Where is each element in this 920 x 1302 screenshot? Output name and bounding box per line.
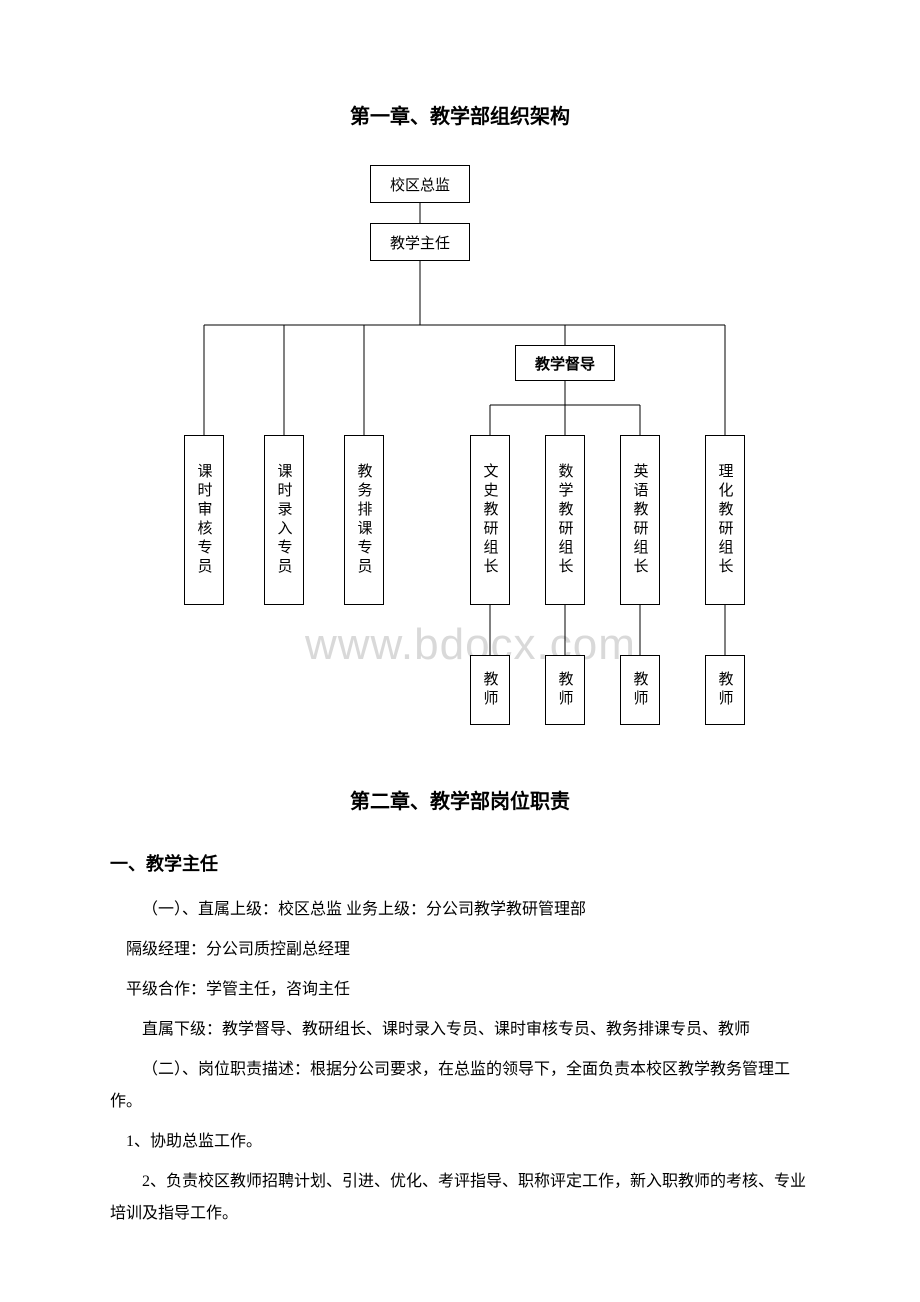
node-teacher-4: 教师 (705, 655, 745, 725)
node-entry-specialist: 课时录入专员 (264, 435, 304, 605)
para-2: 隔级经理：分公司质控副总经理 (110, 934, 810, 966)
para-6: 1、协助总监工作。 (110, 1126, 810, 1158)
node-teacher-2: 教师 (545, 655, 585, 725)
node-scheduling-specialist: 教务排课专员 (344, 435, 384, 605)
node-teaching-director: 教学主任 (370, 223, 470, 261)
node-group-math: 数学教研组长 (545, 435, 585, 605)
node-group-science: 理化教研组长 (705, 435, 745, 605)
para-3: 平级合作：学管主任，咨询主任 (110, 974, 810, 1006)
chapter2-title: 第二章、教学部岗位职责 (110, 785, 810, 814)
node-teacher-3: 教师 (620, 655, 660, 725)
node-group-english: 英语教研组长 (620, 435, 660, 605)
para-4: 直属下级：教学督导、教研组长、课时录入专员、课时审核专员、教务排课专员、教师 (110, 1014, 810, 1046)
org-chart: www.bdocx.com 校区总监 教学主任 教学督导 课时审核专员 课时录入… (170, 165, 750, 745)
para-1: （一）、直属上级：校区总监 业务上级：分公司教学教研管理部 (110, 894, 810, 926)
section1-heading: 一、教学主任 (110, 850, 810, 876)
node-campus-director: 校区总监 (370, 165, 470, 203)
para-5: （二）、岗位职责描述：根据分公司要求，在总监的领导下，全面负责本校区教学教务管理… (110, 1054, 810, 1118)
node-group-humanities: 文史教研组长 (470, 435, 510, 605)
node-teacher-1: 教师 (470, 655, 510, 725)
para-7: 2、负责校区教师招聘计划、引进、优化、考评指导、职称评定工作，新入职教师的考核、… (110, 1166, 810, 1230)
chapter1-title: 第一章、教学部组织架构 (110, 100, 810, 129)
node-teaching-supervisor: 教学督导 (515, 345, 615, 381)
node-audit-specialist: 课时审核专员 (184, 435, 224, 605)
